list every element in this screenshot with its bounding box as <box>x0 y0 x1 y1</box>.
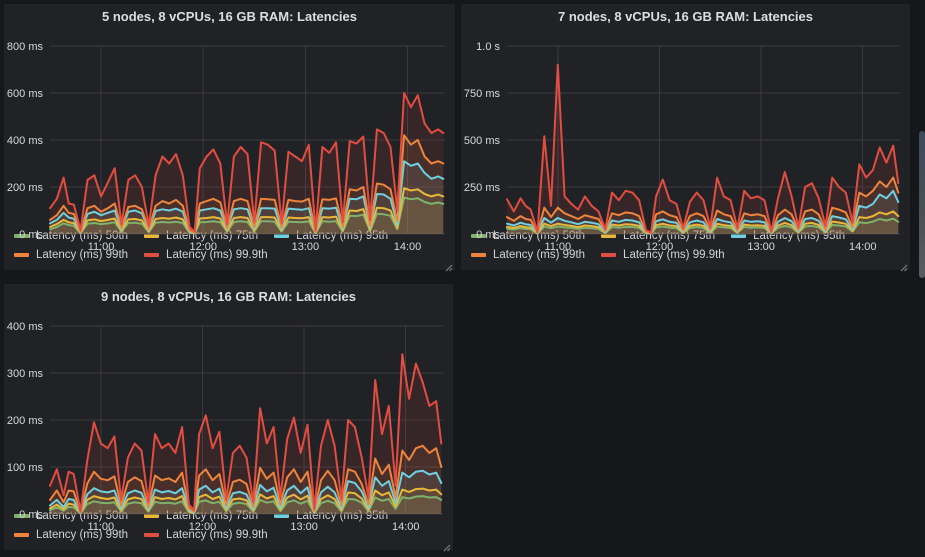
svg-text:12:00: 12:00 <box>189 521 217 533</box>
svg-text:600 ms: 600 ms <box>7 88 44 100</box>
panel-title[interactable]: 5 nodes, 8 vCPUs, 16 GB RAM: Latencies <box>101 9 358 24</box>
legend-series-label: Latency (ms) 99.9th <box>166 248 268 261</box>
panel-7-nodes-latencies: 7 nodes, 8 vCPUs, 16 GB RAM: Latencies 0… <box>461 4 910 272</box>
panel-9-nodes-latencies: 9 nodes, 8 vCPUs, 16 GB RAM: Latencies 0… <box>4 284 453 552</box>
svg-text:13:00: 13:00 <box>290 521 318 533</box>
panel-resize-handle-icon[interactable] <box>899 259 908 272</box>
page-scrollbar-thumb[interactable] <box>919 131 925 278</box>
legend-series-color-dash <box>731 233 747 238</box>
legend-item-50th[interactable]: Latency (ms) 50th <box>14 230 128 242</box>
panel-5-nodes-latencies: 5 nodes, 8 vCPUs, 16 GB RAM: Latencies 0… <box>4 4 455 272</box>
svg-text:14:00: 14:00 <box>849 241 877 253</box>
legend-series-color-dash <box>14 233 29 238</box>
legend-row: Latency (ms) 99th Latency (ms) 99.9th <box>471 245 910 264</box>
legend-row: Latency (ms) 99th Latency (ms) 99.9th <box>14 245 455 264</box>
legend-row: Latency (ms) 50th Latency (ms) 75th Latenc… <box>14 506 453 525</box>
legend-item-99th[interactable]: Latency (ms) 99th <box>471 249 585 261</box>
legend-item-99.9th[interactable]: Latency (ms) 99.9th <box>601 249 725 261</box>
legend-item-99th[interactable]: Latency (ms) 99th <box>14 249 128 261</box>
latency-chart-9-nodes[interactable]: 0 ms 100 ms 200 ms 300 ms 400 ms 11:00 12:00 13… <box>4 310 453 533</box>
panel-resize-handle-icon[interactable] <box>444 259 453 272</box>
latency-chart-canvas[interactable]: 0 ms 100 ms 200 ms 300 ms 400 ms 11:00 12:00 13… <box>4 310 453 542</box>
svg-text:800 ms: 800 ms <box>7 41 44 53</box>
legend-series-label: Latency (ms) 99.9th <box>166 528 268 541</box>
svg-text:13:00: 13:00 <box>292 241 320 253</box>
legend-series-color-dash <box>14 513 29 518</box>
svg-text:0 ms: 0 ms <box>476 229 500 241</box>
svg-text:0 ms: 0 ms <box>19 229 43 241</box>
svg-text:12:00: 12:00 <box>646 241 674 253</box>
legend-series-color-dash <box>601 233 617 238</box>
legend-item-50th[interactable]: Latency (ms) 50th <box>471 230 585 242</box>
legend-series-color-dash <box>144 532 160 537</box>
panel-title[interactable]: 9 nodes, 8 vCPUs, 16 GB RAM: Latencies <box>100 289 357 304</box>
legend-series-color-dash <box>274 513 290 518</box>
legend-item-50th[interactable]: Latency (ms) 50th <box>14 510 128 522</box>
svg-text:14:00: 14:00 <box>394 241 422 253</box>
legend-series-color-dash <box>274 233 290 238</box>
legend-item-95th[interactable]: Latency (ms) 95th <box>731 230 845 242</box>
chart-legend: Latency (ms) 50th Latency (ms) 75th Latenc… <box>4 224 455 270</box>
legend-item-95th[interactable]: Latency (ms) 95th <box>274 230 388 242</box>
legend-series-label: Latency (ms) 50th <box>493 229 586 242</box>
legend-row: Latency (ms) 99th Latency (ms) 99.9th <box>14 525 453 544</box>
legend-series-label: Latency (ms) 99th <box>36 248 129 261</box>
chart-legend: Latency (ms) 50th Latency (ms) 75th Latenc… <box>4 504 453 550</box>
svg-text:1.0 s: 1.0 s <box>476 41 500 53</box>
legend-series-label: Latency (ms) 95th <box>296 509 389 522</box>
latency-chart-canvas[interactable]: 0 ms 250 ms 500 ms 750 ms 1.0 s 11:00 12:00 13:… <box>461 30 910 262</box>
legend-series-color-dash <box>14 532 29 537</box>
svg-text:11:00: 11:00 <box>544 241 571 253</box>
panel-title[interactable]: 7 nodes, 8 vCPUs, 16 GB RAM: Latencies <box>557 9 814 24</box>
svg-text:13:00: 13:00 <box>747 241 775 253</box>
legend-series-color-dash <box>601 252 617 257</box>
latency-chart-5-nodes[interactable]: 0 ms 200 ms 400 ms 600 ms 800 ms 11:00 12:00 13… <box>4 30 455 253</box>
legend-item-95th[interactable]: Latency (ms) 95th <box>274 510 388 522</box>
svg-text:100 ms: 100 ms <box>7 462 44 474</box>
chart-legend: Latency (ms) 50th Latency (ms) 75th Latenc… <box>461 224 910 270</box>
svg-text:200 ms: 200 ms <box>7 415 44 427</box>
legend-item-99.9th[interactable]: Latency (ms) 99.9th <box>144 249 268 261</box>
legend-item-99th[interactable]: Latency (ms) 99th <box>14 529 128 541</box>
panel-resize-handle-icon[interactable] <box>442 539 451 552</box>
legend-series-color-dash <box>471 252 486 257</box>
legend-series-label: Latency (ms) 95th <box>296 229 389 242</box>
svg-text:200 ms: 200 ms <box>7 182 44 194</box>
latency-chart-7-nodes[interactable]: 0 ms 250 ms 500 ms 750 ms 1.0 s 11:00 12:00 13:… <box>461 30 910 253</box>
svg-text:400 ms: 400 ms <box>7 321 44 333</box>
legend-series-label: Latency (ms) 50th <box>36 229 129 242</box>
legend-series-label: Latency (ms) 99th <box>493 248 586 261</box>
svg-text:0 ms: 0 ms <box>19 509 43 521</box>
legend-series-label: Latency (ms) 95th <box>753 229 846 242</box>
legend-series-label: Latency (ms) 99th <box>36 528 129 541</box>
svg-text:750 ms: 750 ms <box>464 88 501 100</box>
legend-series-color-dash <box>14 252 29 257</box>
latency-chart-canvas[interactable]: 0 ms 200 ms 400 ms 600 ms 800 ms 11:00 12:00 13… <box>4 30 455 262</box>
svg-text:11:00: 11:00 <box>88 241 115 253</box>
svg-text:250 ms: 250 ms <box>464 182 501 194</box>
legend-item-99.9th[interactable]: Latency (ms) 99.9th <box>144 529 268 541</box>
svg-text:500 ms: 500 ms <box>464 135 501 147</box>
svg-text:300 ms: 300 ms <box>7 368 44 380</box>
svg-text:12:00: 12:00 <box>189 241 217 253</box>
legend-series-color-dash <box>471 233 486 238</box>
legend-series-color-dash <box>144 252 160 257</box>
legend-series-label: Latency (ms) 99.9th <box>623 248 725 261</box>
svg-text:14:00: 14:00 <box>392 521 420 533</box>
legend-series-label: Latency (ms) 50th <box>36 509 129 522</box>
svg-text:11:00: 11:00 <box>87 521 114 533</box>
legend-series-color-dash <box>144 233 160 238</box>
legend-row: Latency (ms) 50th Latency (ms) 75th Latenc… <box>471 226 910 245</box>
svg-text:400 ms: 400 ms <box>7 135 44 147</box>
legend-series-color-dash <box>144 513 160 518</box>
